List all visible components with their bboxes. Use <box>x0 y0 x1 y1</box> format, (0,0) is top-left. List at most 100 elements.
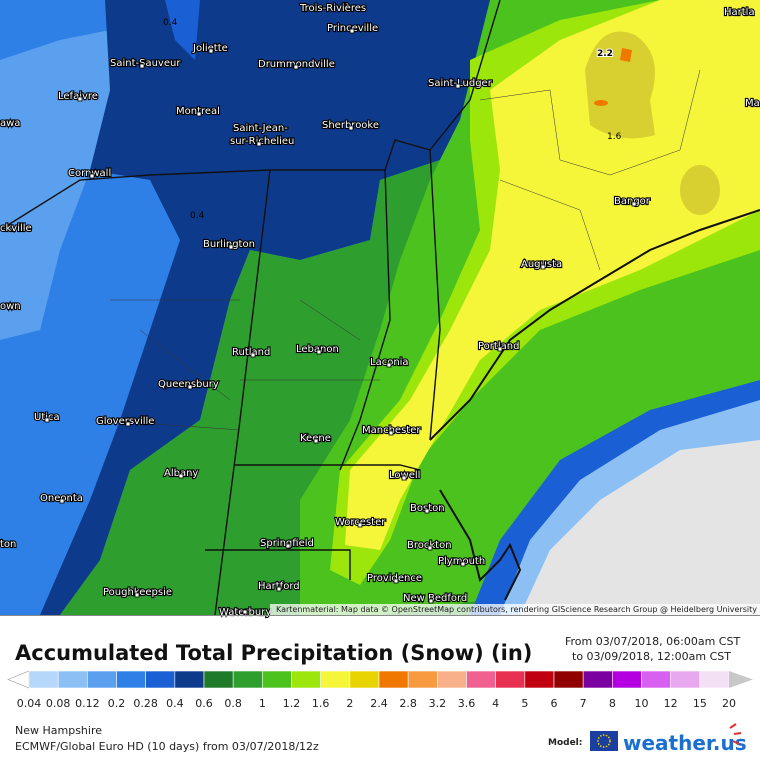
city-label: New Bedford <box>403 593 467 604</box>
city-marker <box>242 609 248 615</box>
attribution-background <box>270 604 760 615</box>
colorbar-label: 0.12 <box>75 697 100 710</box>
city-label: Queensbury <box>158 379 219 390</box>
city-label: Saint-Ludger <box>428 78 493 89</box>
city-label: Utica <box>34 412 60 423</box>
city-label: Lefaivre <box>58 91 98 102</box>
colorbar-swatch <box>87 670 117 689</box>
ocean <box>520 440 760 615</box>
colorbar-label: 10 <box>635 697 649 710</box>
colorbar-label: 2.8 <box>399 697 417 710</box>
colorbar-swatch <box>262 670 292 689</box>
city-label: Albany <box>164 468 198 479</box>
contour-label: 0.4 <box>163 18 178 28</box>
city-label: own <box>0 301 21 312</box>
colorbar-label: 8 <box>609 697 616 710</box>
colorbar-label: 1 <box>259 697 266 710</box>
city-marker <box>256 141 262 147</box>
state-border <box>339 169 391 471</box>
date-from: From 03/07/2018, 06:00am CST <box>565 635 740 648</box>
city-marker <box>316 349 322 355</box>
orange-spot <box>620 48 632 62</box>
colorbar: 0.04 0.08 0.12 0.2 0.28 0.4 0.6 0.8 1 1.2 1.6 2 2.4 2… <box>7 670 753 710</box>
colorbar-label: 0.6 <box>195 697 213 710</box>
county-lines <box>99 69 701 431</box>
state-border <box>429 149 441 441</box>
city-label: Providence <box>367 573 422 584</box>
city-label: Lebanon <box>296 344 339 355</box>
city-label: Bangor <box>614 196 651 207</box>
navy-area <box>40 0 510 615</box>
city-label: Plymouth <box>438 556 485 567</box>
colorbar-label: 0.28 <box>133 697 158 710</box>
colorbar-swatch <box>612 670 642 689</box>
city-label: Saint-Sauveur <box>110 58 181 69</box>
city-label: Boston <box>410 503 445 514</box>
city-marker <box>388 430 394 436</box>
colorbar-label: 15 <box>693 697 707 710</box>
colorbar-swatch <box>349 670 380 689</box>
city-marker <box>293 64 299 70</box>
colorbar-label: 0.4 <box>166 697 184 710</box>
borders <box>0 0 760 616</box>
city-label: Hartla <box>724 7 755 18</box>
city-label: ton <box>0 539 16 550</box>
colorbar-swatch <box>28 670 59 689</box>
city-label: Springfield <box>260 538 314 549</box>
colorbar-swatch <box>524 670 555 689</box>
city-label: Oneonta <box>40 493 83 504</box>
colorbar-swatch <box>174 670 205 689</box>
city-marker <box>631 201 637 207</box>
legend-title: Accumulated Total Precipitation (Snow) (… <box>15 641 532 665</box>
contour-label: 2.2 <box>597 49 613 59</box>
city-label: Hartford <box>258 581 300 592</box>
city-marker <box>89 173 95 179</box>
city-marker <box>455 83 461 89</box>
contour-label: 0.4 <box>190 211 205 221</box>
colorbar-swatch <box>320 670 351 689</box>
city-marker <box>250 352 256 358</box>
city-marker <box>460 561 466 567</box>
colorbar-swatch <box>291 670 321 689</box>
city-label: Manchester <box>362 425 421 436</box>
city-marker <box>139 63 145 69</box>
colorbar-label: 0.8 <box>224 697 242 710</box>
colorbar-label: 1.2 <box>283 697 301 710</box>
colorbar-label: 7 <box>580 697 587 710</box>
city-marker <box>178 473 184 479</box>
city-marker <box>44 417 50 423</box>
city-marker <box>497 346 503 352</box>
city-marker <box>196 111 202 117</box>
colorbar-swatch <box>116 670 146 689</box>
city-label: Trois-Rivières <box>299 2 366 14</box>
date-to: to 03/09/2018, 12:00am CST <box>572 650 731 663</box>
colorbar-label: 0.2 <box>108 697 126 710</box>
city-label: Rutland <box>232 347 270 358</box>
blue-patch <box>165 0 200 60</box>
colorbar-label: 0.08 <box>46 697 71 710</box>
city-marker <box>313 438 319 444</box>
attribution: Kartenmaterial: Map data © OpenStreetMap… <box>276 605 757 614</box>
city-marker <box>208 48 214 54</box>
colorbar-swatch <box>203 670 234 689</box>
colorbar-swatch <box>437 670 467 689</box>
state-border <box>205 549 351 580</box>
city-marker <box>125 421 131 427</box>
city-marker <box>134 592 140 598</box>
colorbar-label: 2 <box>346 697 353 710</box>
colorbar-label: 1.6 <box>312 697 330 710</box>
eu-flag <box>590 731 618 751</box>
city-label: Poughkeepsie <box>103 587 172 598</box>
city-label: Worcester <box>335 517 386 528</box>
orange-spot <box>594 100 608 106</box>
light-blue-area <box>0 30 120 340</box>
city-marker <box>77 96 83 102</box>
city-label: Portland <box>478 341 519 352</box>
colorbar-swatch <box>582 670 613 689</box>
city-label: Princeville <box>327 23 378 34</box>
city-marker <box>348 125 354 131</box>
city-marker <box>386 362 392 368</box>
city-marker <box>393 578 399 584</box>
region: New Hampshire <box>15 724 102 737</box>
